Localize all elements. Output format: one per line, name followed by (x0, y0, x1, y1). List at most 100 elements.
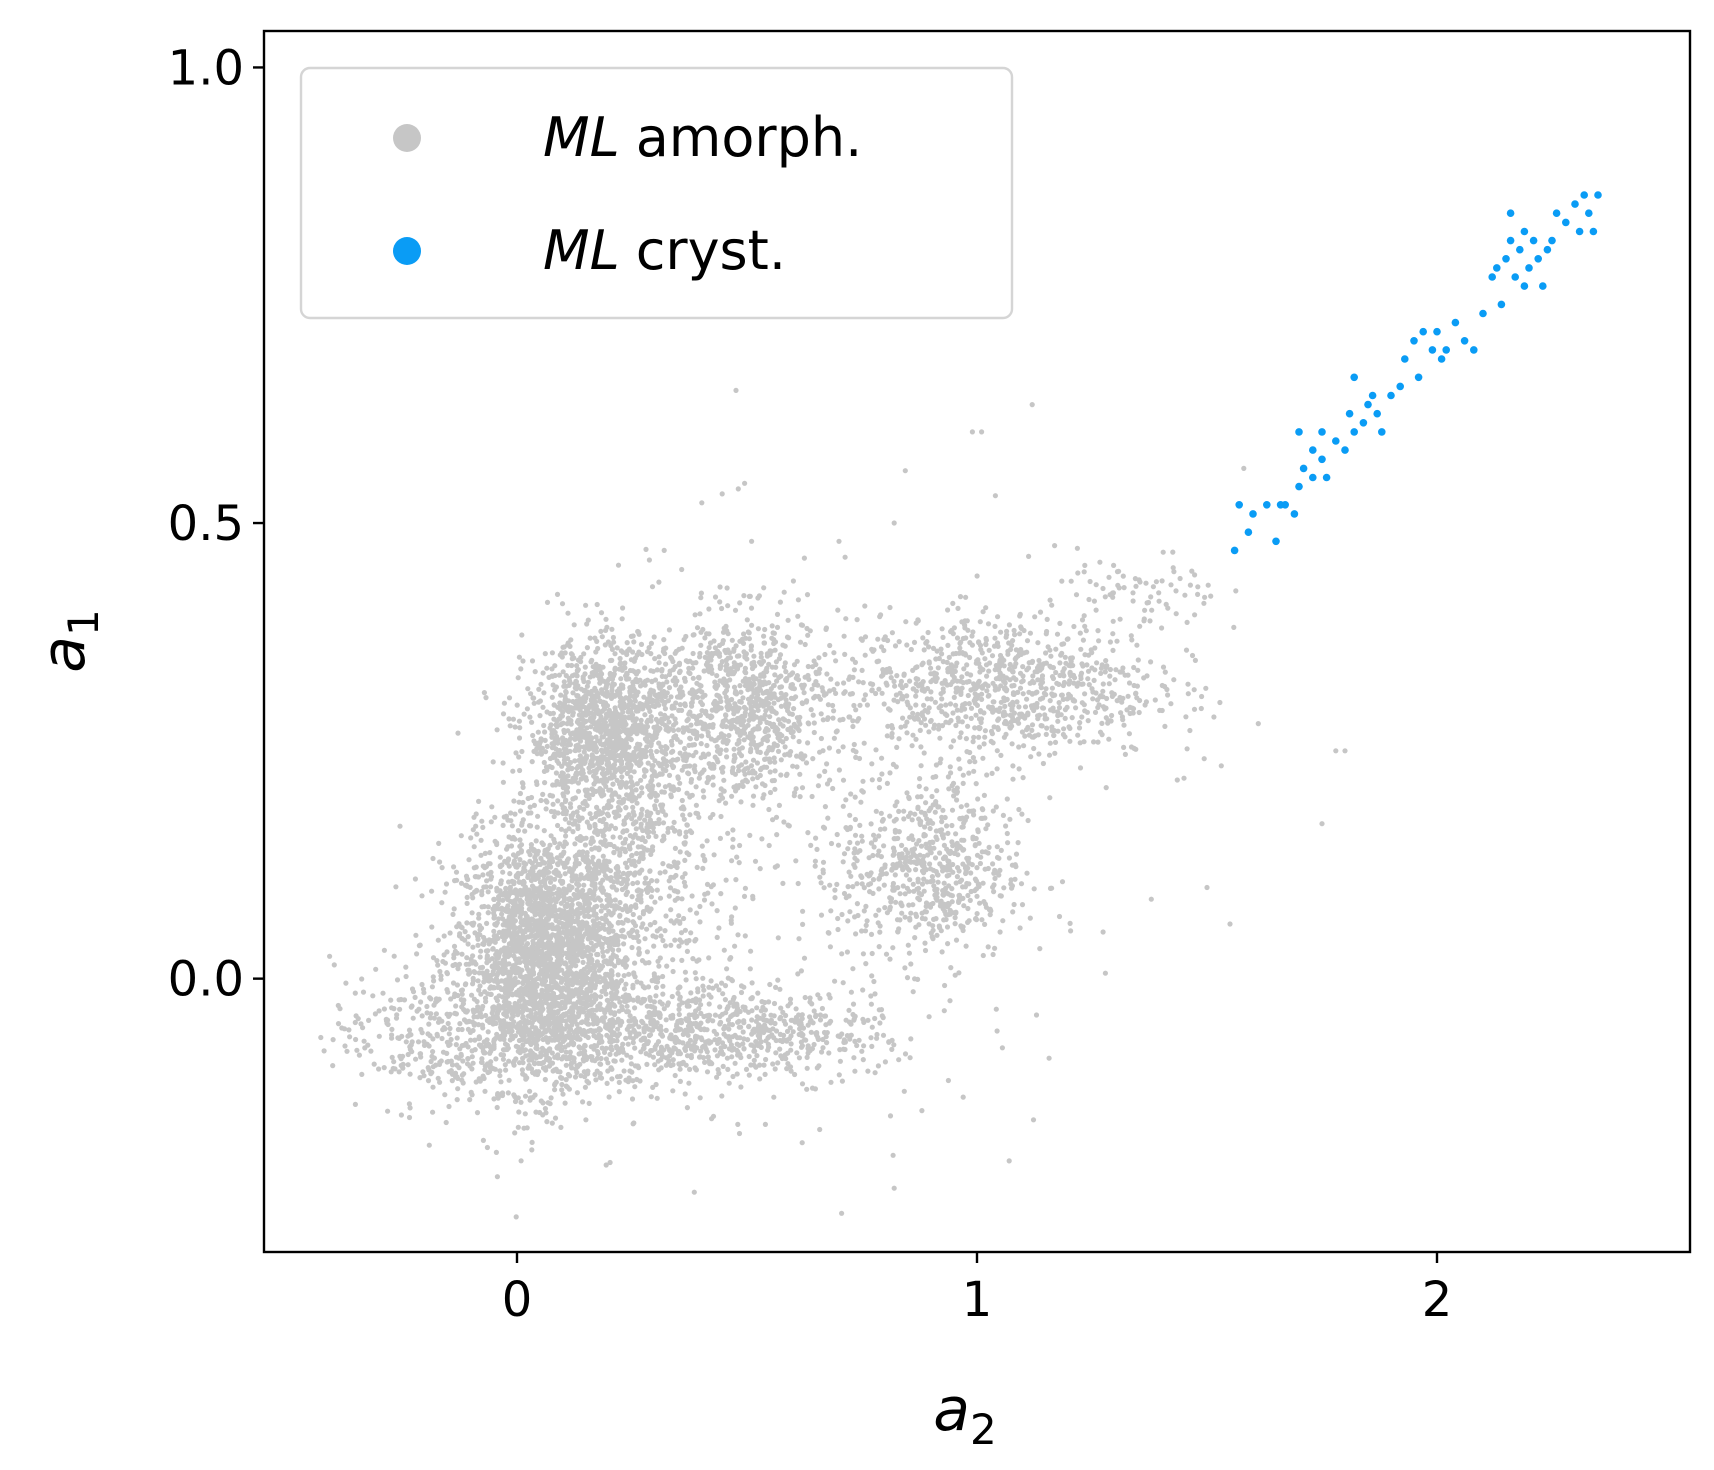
data-point-amorph (505, 903, 511, 909)
data-point-amorph (478, 948, 484, 954)
data-point-amorph (563, 1049, 569, 1055)
data-point-amorph (869, 1043, 875, 1049)
data-point-amorph (565, 728, 571, 734)
data-point-amorph (546, 1035, 553, 1041)
data-point-amorph (583, 602, 589, 608)
data-point-amorph (431, 1015, 437, 1021)
data-point-amorph (483, 1012, 489, 1019)
data-point-amorph (502, 1062, 508, 1068)
data-point-amorph (547, 1101, 553, 1107)
data-point-amorph (644, 1061, 650, 1067)
data-point-amorph (497, 854, 503, 860)
data-point-amorph (559, 1056, 565, 1062)
data-point-amorph (430, 974, 436, 980)
data-point-amorph (545, 1048, 551, 1054)
data-point-amorph (771, 1035, 777, 1041)
data-point-amorph (618, 676, 624, 682)
data-point-amorph (485, 910, 491, 916)
data-point-amorph (428, 1071, 434, 1077)
data-point-amorph (604, 682, 610, 689)
data-point-amorph (701, 987, 707, 993)
data-point-amorph (497, 1073, 503, 1079)
data-point-amorph (632, 1063, 639, 1069)
data-point-amorph (597, 1061, 603, 1067)
data-point-amorph (485, 948, 491, 954)
data-point-amorph (628, 904, 634, 910)
data-point-amorph (730, 1073, 736, 1080)
data-point-amorph (535, 813, 541, 819)
data-point-amorph (519, 986, 525, 992)
data-point-amorph (645, 717, 651, 723)
data-point-amorph (817, 1017, 824, 1023)
data-point-amorph (629, 1069, 635, 1075)
data-point-amorph (796, 1055, 803, 1061)
data-point-amorph (536, 699, 542, 705)
data-point-amorph (520, 781, 526, 787)
data-point-amorph (711, 1028, 717, 1034)
data-point-amorph (522, 1047, 529, 1053)
data-point-amorph (381, 1065, 387, 1071)
data-point-amorph (569, 673, 576, 679)
data-point-amorph (880, 1032, 887, 1038)
data-point-amorph (531, 847, 537, 853)
data-point-amorph (609, 775, 615, 781)
data-point-amorph (575, 788, 582, 794)
data-point-amorph (421, 1039, 427, 1045)
data-point-amorph (741, 1046, 747, 1052)
data-point-amorph (539, 1045, 546, 1051)
data-point-amorph (682, 703, 688, 709)
data-point-amorph (701, 1013, 707, 1020)
data-point-amorph (470, 978, 476, 984)
data-point-amorph (563, 1077, 569, 1083)
data-point-amorph (493, 995, 499, 1001)
data-point-amorph (629, 729, 635, 735)
data-point-amorph (700, 993, 706, 999)
data-point-amorph (583, 754, 589, 761)
data-point-amorph (531, 700, 537, 706)
data-point-amorph (796, 1031, 802, 1038)
data-point-amorph (585, 679, 591, 685)
data-point-amorph (607, 1051, 613, 1057)
data-point-amorph (469, 1066, 475, 1072)
data-point-amorph (506, 863, 512, 869)
data-point-amorph (694, 1045, 700, 1051)
data-point-amorph (513, 1214, 519, 1220)
data-point-amorph (407, 1071, 413, 1077)
data-point-amorph (588, 710, 595, 716)
data-point-amorph (454, 982, 460, 988)
data-point-amorph (554, 912, 560, 919)
data-point-amorph (464, 1008, 470, 1014)
data-point-amorph (592, 668, 599, 674)
data-point-amorph (709, 1116, 715, 1122)
data-point-amorph (557, 1069, 563, 1075)
data-point-amorph (524, 706, 531, 712)
data-point-amorph (574, 1021, 580, 1027)
data-point-amorph (530, 732, 536, 739)
data-point-amorph (676, 1027, 682, 1033)
data-point-amorph (596, 722, 602, 728)
data-point-amorph (516, 735, 523, 741)
data-point-amorph (505, 1090, 511, 1096)
data-point-amorph (693, 999, 699, 1006)
data-point-amorph (807, 995, 813, 1001)
data-point-amorph (737, 683, 743, 689)
data-point-amorph (609, 687, 615, 693)
data-point-amorph (361, 1038, 367, 1044)
data-point-amorph (529, 759, 535, 765)
data-point-amorph (455, 1086, 461, 1092)
data-point-amorph (541, 828, 547, 834)
data-point-amorph (455, 1026, 461, 1033)
data-point-amorph (487, 1044, 493, 1050)
data-point-amorph (701, 767, 707, 773)
data-point-amorph (435, 962, 441, 968)
data-point-amorph (865, 1017, 871, 1023)
data-point-amorph (542, 1106, 549, 1112)
data-point-amorph (688, 990, 694, 996)
data-point-amorph (540, 1100, 546, 1106)
data-point-amorph (562, 1100, 568, 1106)
data-point-amorph (609, 982, 615, 988)
data-point-amorph (527, 892, 533, 898)
data-point-amorph (619, 774, 625, 780)
data-point-amorph (527, 1088, 533, 1094)
data-point-amorph (1046, 1055, 1052, 1061)
